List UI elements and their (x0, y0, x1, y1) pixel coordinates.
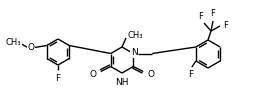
Text: NH: NH (115, 78, 129, 87)
Text: O: O (27, 43, 34, 52)
Text: CH₃: CH₃ (6, 38, 21, 47)
Text: F: F (188, 70, 193, 79)
Text: F: F (199, 12, 204, 21)
Text: O: O (90, 70, 97, 79)
Text: CH₃: CH₃ (128, 31, 144, 39)
Text: F: F (211, 9, 215, 18)
Text: N: N (131, 48, 138, 57)
Text: F: F (56, 74, 60, 83)
Text: F: F (223, 20, 228, 30)
Text: O: O (147, 70, 154, 79)
